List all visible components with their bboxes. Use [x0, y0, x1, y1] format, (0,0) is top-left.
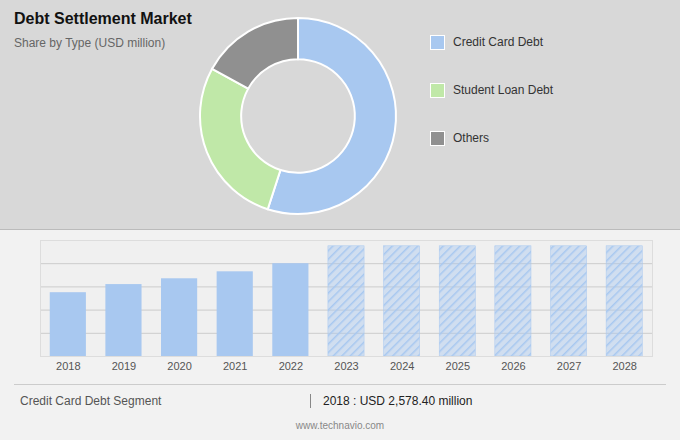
svg-text:2024: 2024	[390, 360, 414, 372]
html-text:Credit Card Debt Segment: Credit Card Debt Segment	[20, 394, 162, 408]
svg-text:2027: 2027	[557, 360, 581, 372]
html-text:Credit Card Debt: Credit Card Debt	[453, 35, 543, 49]
svg-text:2026: 2026	[501, 360, 525, 372]
svg-text:2025: 2025	[446, 360, 470, 372]
svg-text:2023: 2023	[334, 360, 358, 372]
svg-text:2021: 2021	[223, 360, 247, 372]
svg-text:2018: 2018	[56, 360, 80, 372]
svg-text:2020: 2020	[167, 360, 191, 372]
html-text:2018 : USD 2,578.40 million: 2018 : USD 2,578.40 million	[323, 394, 473, 408]
html-text:Others: Others	[453, 131, 489, 145]
html-text:Student Loan Debt: Student Loan Debt	[453, 83, 554, 97]
svg-text:2028: 2028	[612, 360, 636, 372]
svg-text:2019: 2019	[112, 360, 136, 372]
html-text:Debt Settlement Market: Debt Settlement Market	[14, 10, 192, 27]
html-text:Share by Type (USD million): Share by Type (USD million)	[14, 36, 166, 50]
svg-text:2022: 2022	[279, 360, 303, 372]
html-text:www.technavio.com: www.technavio.com	[295, 420, 385, 431]
